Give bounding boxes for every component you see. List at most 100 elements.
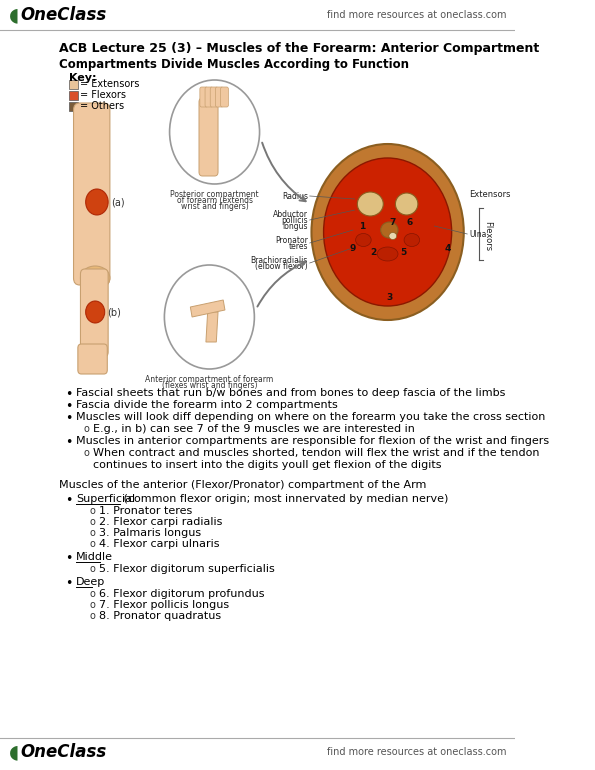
Text: Superficial: Superficial: [76, 494, 135, 504]
Ellipse shape: [389, 233, 397, 239]
Text: teres: teres: [289, 242, 308, 250]
Text: ◖: ◖: [9, 5, 19, 25]
Text: 3: 3: [386, 293, 393, 302]
Text: find more resources at oneclass.com: find more resources at oneclass.com: [327, 747, 506, 757]
Text: 1: 1: [359, 222, 365, 230]
Text: •: •: [65, 494, 73, 507]
Text: Fascia divide the forearm into 2 compartments: Fascia divide the forearm into 2 compart…: [76, 400, 338, 410]
Bar: [69, 80, 78, 89]
Text: Ulna: Ulna: [469, 229, 486, 239]
Text: = Extensors: = Extensors: [80, 79, 140, 89]
Text: o: o: [90, 517, 96, 527]
Text: •: •: [65, 552, 73, 565]
Text: 9: 9: [350, 243, 356, 253]
Text: = Others: = Others: [80, 101, 124, 111]
Circle shape: [164, 265, 255, 369]
Text: Middle: Middle: [76, 552, 113, 562]
FancyBboxPatch shape: [215, 87, 223, 107]
FancyBboxPatch shape: [210, 87, 218, 107]
Text: 7. Flexor pollicis longus: 7. Flexor pollicis longus: [99, 600, 228, 610]
Text: ACB Lecture 25 (3) – Muscles of the Forearm: Anterior Compartment: ACB Lecture 25 (3) – Muscles of the Fore…: [59, 42, 539, 55]
Text: (a): (a): [112, 197, 125, 207]
Text: ◖: ◖: [9, 742, 19, 762]
Text: Abductor: Abductor: [273, 209, 308, 219]
Text: o: o: [90, 506, 96, 516]
Text: Radius: Radius: [282, 192, 308, 200]
Circle shape: [311, 144, 464, 320]
Text: (elbow flexor): (elbow flexor): [255, 262, 308, 270]
Text: longus: longus: [283, 222, 308, 230]
Ellipse shape: [358, 192, 383, 216]
Text: Pronator: Pronator: [275, 236, 308, 245]
Text: Deep: Deep: [76, 577, 105, 587]
Text: 2: 2: [371, 247, 377, 256]
Text: (flexes wrist and fingers): (flexes wrist and fingers): [162, 381, 257, 390]
Text: wrist and fingers): wrist and fingers): [181, 202, 249, 211]
Text: o: o: [90, 589, 96, 599]
Text: When contract and muscles shorted, tendon will flex the wrist and if the tendon: When contract and muscles shorted, tendo…: [93, 448, 540, 458]
Text: Flexors: Flexors: [483, 221, 492, 251]
Text: Anterior compartment of forearm: Anterior compartment of forearm: [145, 375, 274, 384]
Bar: [69, 102, 78, 111]
Text: E.g., in b) can see 7 of the 9 muscles we are interested in: E.g., in b) can see 7 of the 9 muscles w…: [93, 424, 415, 434]
Text: pollicis: pollicis: [281, 216, 308, 225]
Text: find more resources at oneclass.com: find more resources at oneclass.com: [327, 10, 506, 20]
Ellipse shape: [404, 233, 419, 246]
Text: o: o: [83, 448, 89, 458]
Text: 5. Flexor digitorum superficialis: 5. Flexor digitorum superficialis: [99, 564, 274, 574]
Text: 6. Flexor digitorum profundus: 6. Flexor digitorum profundus: [99, 589, 264, 599]
Ellipse shape: [356, 233, 371, 246]
Text: o: o: [90, 600, 96, 610]
Text: 6: 6: [407, 217, 414, 226]
Text: 4. Flexor carpi ulnaris: 4. Flexor carpi ulnaris: [99, 539, 219, 549]
Text: o: o: [90, 611, 96, 621]
Bar: [69, 91, 78, 100]
Circle shape: [86, 301, 105, 323]
Text: 2. Flexor carpi radialis: 2. Flexor carpi radialis: [99, 517, 222, 527]
Text: (common flexor origin; most innervated by median nerve): (common flexor origin; most innervated b…: [120, 494, 448, 504]
Text: Fascial sheets that run b/w bones and from bones to deep fascia of the limbs: Fascial sheets that run b/w bones and fr…: [76, 388, 506, 398]
Text: •: •: [65, 577, 73, 590]
FancyBboxPatch shape: [221, 87, 228, 107]
Polygon shape: [190, 300, 225, 317]
FancyBboxPatch shape: [80, 269, 108, 357]
Text: continues to insert into the digits youll get flexion of the digits: continues to insert into the digits youl…: [93, 460, 442, 470]
Text: 1. Pronator teres: 1. Pronator teres: [99, 506, 192, 516]
Text: Muscles of the anterior (Flexor/Pronator) compartment of the Arm: Muscles of the anterior (Flexor/Pronator…: [59, 480, 426, 490]
Text: OneClass: OneClass: [21, 6, 107, 24]
Text: •: •: [65, 400, 73, 413]
Text: Compartments Divide Muscles According to Function: Compartments Divide Muscles According to…: [59, 58, 409, 71]
Ellipse shape: [377, 247, 398, 261]
Text: Extensors: Extensors: [469, 189, 511, 199]
FancyBboxPatch shape: [199, 98, 218, 176]
Text: •: •: [65, 436, 73, 449]
FancyBboxPatch shape: [74, 103, 110, 285]
Ellipse shape: [381, 222, 398, 238]
Text: OneClass: OneClass: [21, 743, 107, 761]
Text: Key:: Key:: [69, 73, 97, 83]
Text: o: o: [90, 564, 96, 574]
Circle shape: [324, 158, 452, 306]
Circle shape: [86, 189, 108, 215]
Text: Posterior compartment: Posterior compartment: [170, 190, 259, 199]
Text: 8. Pronator quadratus: 8. Pronator quadratus: [99, 611, 221, 621]
Ellipse shape: [80, 266, 110, 290]
Polygon shape: [206, 312, 218, 342]
Circle shape: [170, 80, 259, 184]
FancyBboxPatch shape: [200, 87, 208, 107]
Text: 3. Palmaris longus: 3. Palmaris longus: [99, 528, 201, 538]
Text: of forearm (extends: of forearm (extends: [177, 196, 252, 205]
Text: •: •: [65, 412, 73, 425]
Ellipse shape: [396, 193, 418, 215]
Text: (b): (b): [107, 307, 121, 317]
Text: o: o: [90, 539, 96, 549]
Text: o: o: [90, 528, 96, 538]
Text: o: o: [83, 424, 89, 434]
Text: Brachioradialis: Brachioradialis: [250, 256, 308, 265]
FancyBboxPatch shape: [205, 87, 213, 107]
Text: = Flexors: = Flexors: [80, 90, 127, 100]
Text: •: •: [65, 388, 73, 401]
Text: 5: 5: [400, 247, 406, 256]
Text: Muscles in anterior compartments are responsible for flexion of the wrist and fi: Muscles in anterior compartments are res…: [76, 436, 549, 446]
Text: 4: 4: [444, 243, 450, 253]
